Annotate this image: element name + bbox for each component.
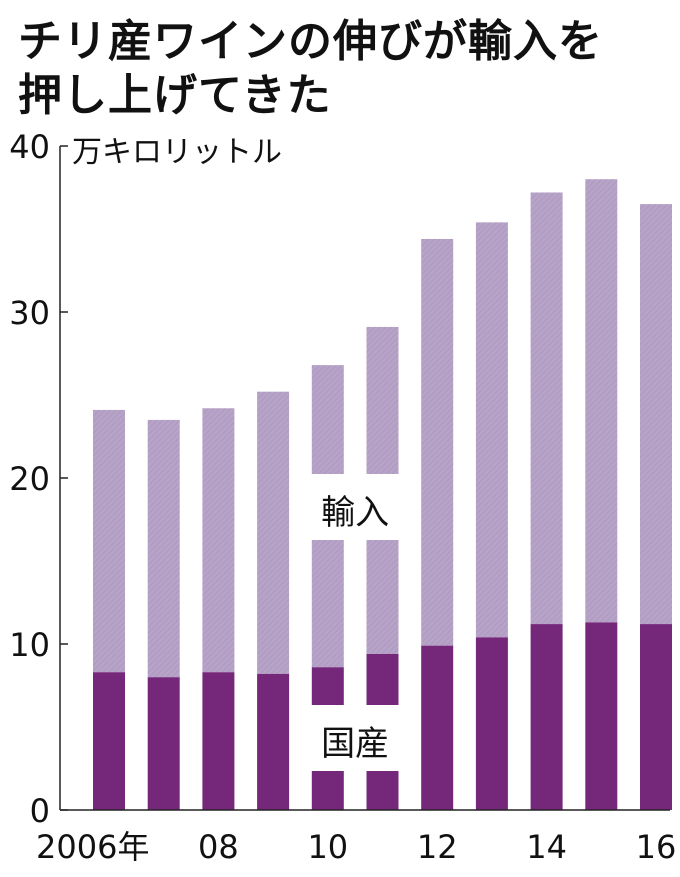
bar-import-2007: [147, 419, 180, 678]
bar-domestic-2006: [93, 672, 125, 810]
bar-import-2006: [93, 409, 125, 673]
unit-label: 万キロリットル: [72, 135, 282, 170]
bar-import-2015: [585, 179, 618, 623]
series-label-import: 輸入: [321, 493, 389, 533]
bars-group: [93, 179, 672, 810]
label-gap-domestic: [364, 705, 401, 771]
y-tick-label: 30: [9, 294, 50, 332]
bar-import-2013: [475, 222, 508, 638]
label-gap-import: [364, 474, 401, 540]
bar-import-2016: [640, 204, 672, 625]
chart-title-line-1: チリ産ワインの伸びが輸入を: [18, 16, 603, 67]
bar-domestic-2015: [585, 622, 618, 810]
bar-domestic-2007: [147, 677, 180, 810]
bar-import-2008: [202, 408, 235, 673]
y-tick-label: 40: [9, 128, 50, 166]
label-gap-import: [309, 474, 346, 540]
bar-domestic-2013: [475, 637, 508, 810]
bar-domestic-2016: [640, 624, 672, 810]
chart-title-line-2: 押し上げてきた: [18, 70, 332, 121]
bar-domestic-2008: [202, 672, 235, 810]
series-label-domestic: 国産: [321, 724, 389, 764]
x-tick-label: 08: [198, 828, 239, 866]
y-tick-label: 0: [30, 792, 50, 830]
y-tick-label: 20: [9, 460, 50, 498]
y-tick-label: 10: [9, 626, 50, 664]
bar-domestic-2009: [257, 673, 290, 810]
x-tick-label: 12: [417, 828, 458, 866]
x-tick-label: 10: [307, 828, 348, 866]
bar-domestic-2014: [530, 624, 563, 810]
bar-import-2014: [530, 192, 563, 625]
bar-import-2009: [257, 391, 290, 674]
label-gap-domestic: [309, 705, 346, 771]
x-tick-label: 14: [526, 828, 567, 866]
x-tick-label: 16: [636, 828, 677, 866]
axes-group: [59, 145, 670, 811]
bar-import-2012: [421, 238, 454, 646]
bar-domestic-2012: [421, 645, 454, 810]
x-tick-label: 2006年: [36, 828, 149, 866]
